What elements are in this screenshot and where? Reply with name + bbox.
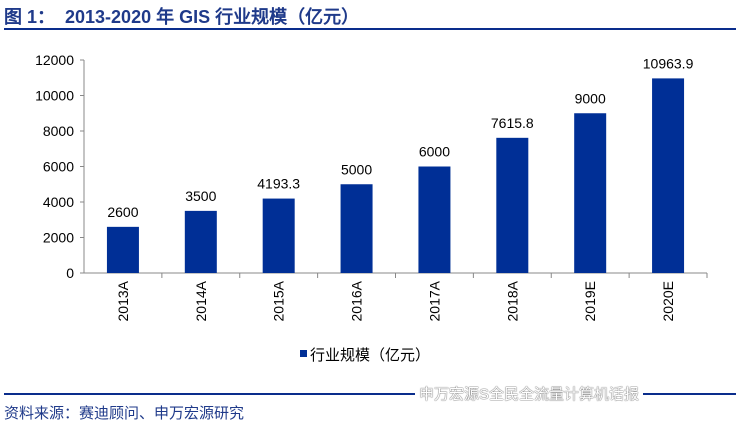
legend-label: 行业规模（亿元）: [310, 347, 430, 364]
y-tick-label: 6000: [43, 159, 74, 175]
source-note: 资料来源：赛迪顾问、申万宏源研究: [4, 405, 245, 422]
bar-2013A: [106, 226, 139, 273]
data-label: 7615.8: [491, 115, 534, 131]
x-tick-label: 2020E: [660, 281, 676, 321]
data-label: 9000: [575, 90, 606, 106]
x-tick-label: 2013A: [115, 280, 131, 321]
x-tick-label: 2014A: [193, 280, 209, 321]
data-label: 2600: [107, 204, 138, 220]
x-tick-label: 2017A: [426, 280, 442, 321]
data-label: 10963.9: [643, 55, 694, 71]
bar-2019E: [574, 113, 607, 273]
bar-2018A: [496, 137, 529, 273]
bottom-divider: [4, 393, 736, 395]
x-tick-label: 2016A: [349, 280, 365, 321]
y-tick-label: 2000: [43, 230, 74, 246]
figure-title: 图 1： 2013-2020 年 GIS 行业规模（亿元）: [4, 7, 360, 27]
watermark: 申万宏源S全民全流量计算机话报: [415, 383, 644, 404]
bar-2015A: [262, 198, 295, 273]
x-tick-label: 2015A: [271, 280, 287, 321]
bar-2020E: [652, 78, 685, 273]
y-tick-label: 0: [66, 265, 74, 281]
y-tick-label: 10000: [35, 88, 74, 104]
data-label: 5000: [341, 161, 372, 177]
x-tick-label: 2019E: [582, 281, 598, 321]
data-label: 3500: [185, 188, 216, 204]
bar-2017A: [418, 166, 451, 273]
y-tick-label: 4000: [43, 194, 74, 210]
data-label: 4193.3: [257, 176, 300, 192]
data-label: 6000: [419, 144, 450, 160]
legend-swatch: [300, 350, 307, 357]
bar-chart: 0 2000 4000 6000 8000 10000 12000 2600 2013A 3500…: [35, 52, 708, 364]
y-tick-label: 8000: [43, 123, 74, 139]
title-divider: [4, 28, 736, 30]
bar-2016A: [340, 184, 373, 273]
y-tick-label: 12000: [35, 52, 74, 68]
x-tick-label: 2018A: [504, 280, 520, 321]
bar-2014A: [184, 210, 217, 273]
